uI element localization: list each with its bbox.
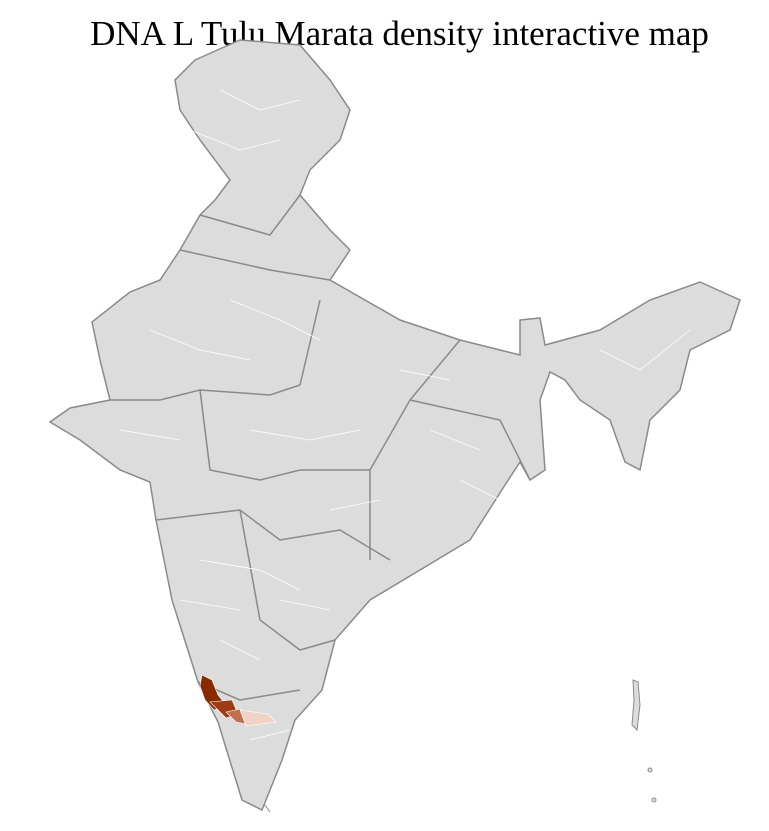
density-districts[interactable] <box>199 674 277 727</box>
map-title: DNA L Tulu Marata density interactive ma… <box>90 14 709 53</box>
andaman-nicobar-islands[interactable] <box>631 679 657 803</box>
sri-lanka-edge <box>264 804 271 813</box>
district-borders <box>119 89 691 741</box>
district-low[interactable] <box>239 709 277 727</box>
